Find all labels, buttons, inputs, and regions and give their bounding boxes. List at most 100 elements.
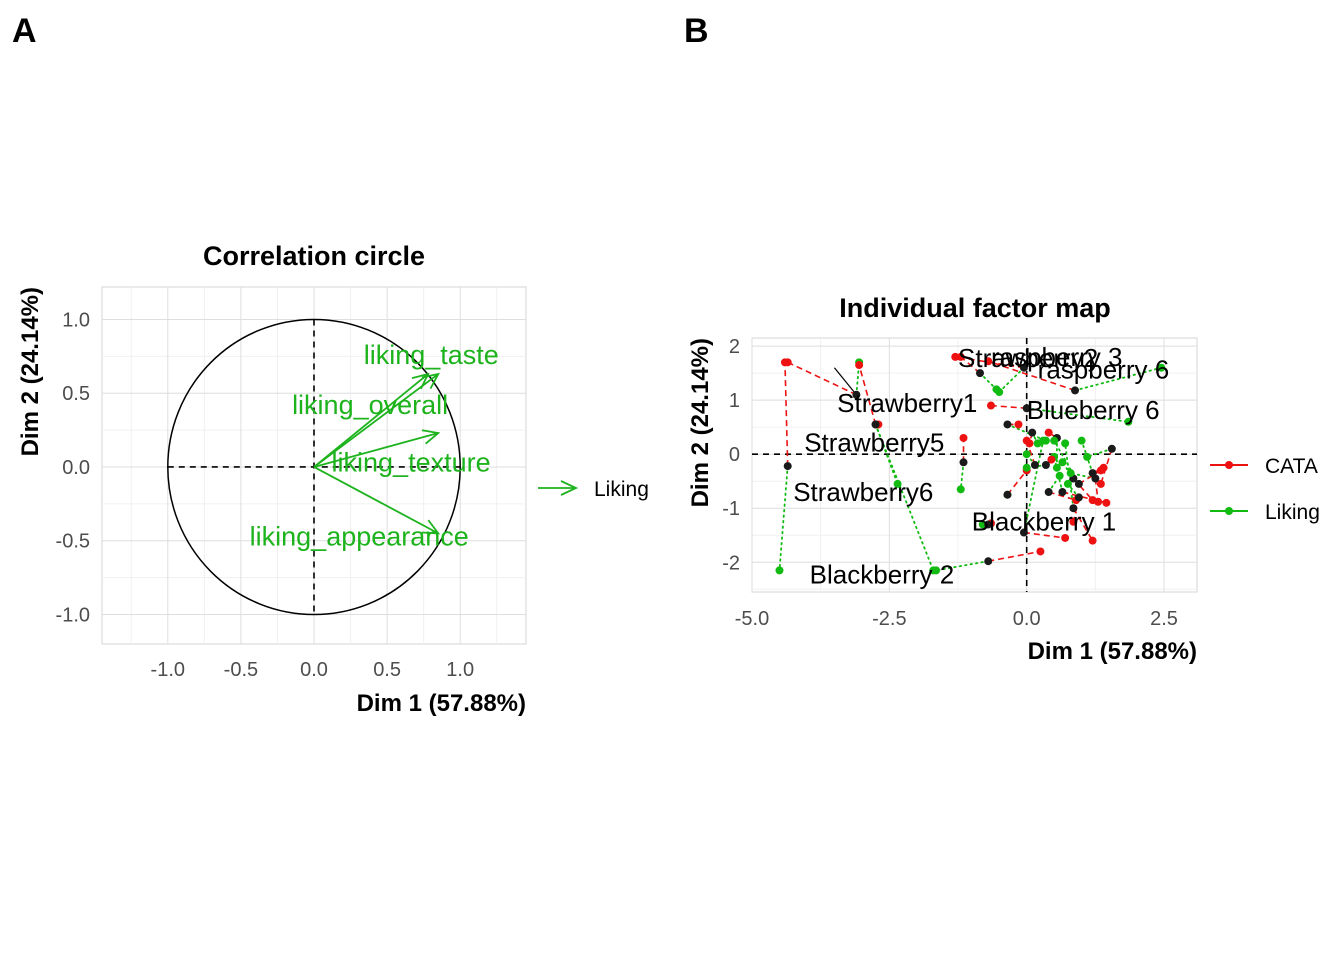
product-point: [984, 520, 993, 529]
cata-point: [1102, 498, 1111, 507]
product-point: [1019, 528, 1028, 537]
chart-title-b: Individual factor map: [839, 293, 1111, 323]
cata-link: [787, 361, 857, 396]
cata-point: [855, 361, 864, 370]
y-tick-label: 0: [729, 444, 740, 466]
liking-link: [874, 423, 935, 572]
cata-link: [1072, 507, 1094, 542]
liking-point: [1157, 363, 1166, 372]
cata-point: [1094, 497, 1103, 506]
cata-link: [1006, 469, 1028, 496]
product-label: raspberry 3: [991, 342, 1122, 372]
cata-point: [1069, 517, 1078, 526]
liking-point: [1039, 436, 1048, 445]
product-labels-b: Strawberry2 Strawberry1 Strawberry5 Strawbe…: [793, 342, 1169, 590]
product-point: [1107, 444, 1116, 453]
ticks-b: -5.0 -2.5 0.0 2.5 -2 -1 0 1 2: [722, 336, 1178, 630]
product-point: [1022, 404, 1031, 413]
cata-link: [1048, 491, 1077, 501]
product-label: raspberry 6: [1038, 354, 1170, 384]
liking-point: [1022, 450, 1031, 459]
y-tick-label: -1.0: [56, 604, 90, 626]
liking-link: [778, 465, 789, 572]
liking-point: [1022, 463, 1031, 472]
individual-factor-map-chart: Individual factor map Strawberry2Strawbe…: [687, 293, 1320, 665]
product-point: [1019, 363, 1028, 372]
legend-label-cata: CATA: [1265, 455, 1318, 478]
liking-point: [1058, 458, 1067, 467]
cata-point: [984, 357, 993, 366]
liking-point: [932, 566, 941, 575]
legend-label-liking-b: Liking: [1265, 501, 1320, 524]
cata-point: [1047, 455, 1056, 464]
liking-point: [1077, 436, 1086, 445]
product-point: [1003, 490, 1012, 499]
cata-point: [1096, 479, 1105, 488]
product-point: [1041, 461, 1050, 469]
cata-link: [858, 364, 877, 425]
liking-point: [1124, 417, 1133, 426]
product-label: Strawberry6: [793, 477, 933, 507]
legend-dot-cata: [1225, 461, 1233, 469]
x-axis-title-b: Dim 1 (57.88%): [1028, 638, 1197, 665]
x-tick-label: 0.0: [300, 659, 328, 681]
liking-link: [959, 461, 965, 491]
product-label: Strawberry2: [958, 343, 1098, 373]
legend-label-liking-a: Liking: [594, 478, 649, 501]
cata-link: [988, 550, 1041, 562]
y-tick-label: 0.5: [62, 383, 90, 405]
points-b: [775, 352, 1166, 575]
liking-link: [998, 366, 1025, 393]
cata-point: [1022, 436, 1031, 445]
product-label: Blackberry 2: [810, 560, 955, 590]
x-tick-label: 2.5: [1150, 608, 1178, 630]
x-tick-label: -5.0: [735, 608, 769, 630]
product-point: [1074, 493, 1083, 502]
liking-point: [1063, 479, 1072, 488]
product-point: [783, 462, 792, 471]
product-point: [1069, 504, 1078, 513]
vector-arrow: [313, 372, 430, 468]
y-tick-label: -1: [722, 498, 740, 520]
cata-link: [987, 360, 1076, 392]
cata-link: [990, 404, 1027, 410]
y-tick-label: 2: [729, 336, 740, 358]
vector-arrow: [313, 466, 441, 535]
cata-point: [956, 352, 965, 361]
liking-point: [992, 385, 1001, 394]
liking-link: [1069, 472, 1097, 480]
product-point: [1044, 488, 1053, 497]
y-axis-title-a: Dim 2 (24.14%): [17, 287, 44, 456]
liking-point: [956, 485, 965, 494]
product-point: [1003, 420, 1012, 429]
chart-title-a: Correlation circle: [203, 241, 425, 271]
cata-link: [784, 362, 789, 467]
cata-point: [780, 358, 789, 367]
ticks-a: -1.0 -0.5 0.0 0.5 1.0 -1.0 -0.5 0.0 0.5 1.0: [56, 309, 475, 681]
liking-point: [1055, 471, 1064, 480]
vector-arrow: [313, 429, 441, 468]
y-tick-label: 1.0: [62, 309, 90, 331]
liking-point: [978, 520, 987, 529]
correlation-circle-chart: Correlation circle liking_taste liking_ov…: [17, 241, 649, 717]
cata-link: [1023, 531, 1066, 539]
liking-point: [1083, 452, 1092, 461]
cata-point: [951, 352, 960, 361]
vector-label: liking_texture: [332, 448, 491, 478]
liking-link: [935, 560, 990, 572]
cata-link: [960, 356, 981, 374]
vector-label: liking_appearance: [250, 521, 469, 551]
liking-link: [979, 372, 998, 391]
x-tick-label: 1.0: [446, 659, 474, 681]
product-label: Blackberry 1: [972, 507, 1117, 537]
x-tick-label: -1.0: [151, 659, 185, 681]
cata-link: [1100, 448, 1113, 485]
product-point: [1071, 386, 1080, 395]
liking-point: [1061, 439, 1070, 448]
cata-point: [1088, 536, 1097, 545]
liking-link: [1025, 407, 1130, 423]
product-label: Blueberry 6: [1027, 395, 1160, 425]
product-point: [1091, 474, 1100, 483]
x-tick-label: -2.5: [872, 608, 906, 630]
